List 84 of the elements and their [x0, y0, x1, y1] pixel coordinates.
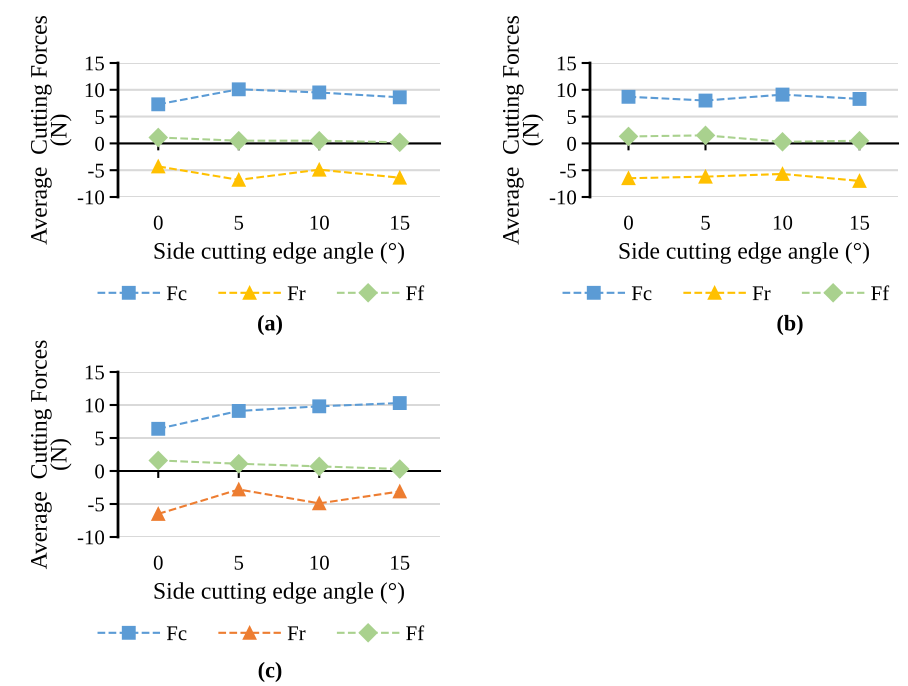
- y-tick-label: -10: [78, 530, 104, 544]
- x-axis-title: Side cutting edge angle (°): [620, 242, 869, 264]
- y-tick-label: 10: [558, 83, 576, 98]
- x-tick-label: 15: [391, 216, 410, 230]
- y-axis-title: Average Cutting Forces (N): [30, 340, 72, 570]
- point: [696, 126, 716, 145]
- legend-label: Fr: [752, 286, 770, 300]
- point: [151, 506, 166, 521]
- y-tick-label: 15: [558, 56, 576, 70]
- point: [390, 132, 410, 152]
- x-tick-label: 15: [391, 556, 410, 570]
- x-tick-label: 5: [234, 556, 244, 570]
- legend-label: Fr: [288, 626, 306, 640]
- x-tick-label: 5: [234, 216, 244, 230]
- point: [312, 496, 326, 510]
- point: [312, 399, 326, 414]
- point: [232, 82, 246, 96]
- point: [392, 484, 407, 498]
- point: [622, 90, 636, 104]
- point: [151, 97, 166, 112]
- point: [852, 174, 866, 188]
- x-tick-label: 0: [154, 216, 163, 230]
- legend-label: Ff: [406, 285, 424, 300]
- point: [232, 172, 246, 187]
- point: [392, 396, 407, 410]
- point: [390, 459, 410, 479]
- point: [852, 92, 866, 106]
- y-tick-label: 15: [86, 365, 104, 380]
- x-axis-title: Side cutting edge angle (°): [154, 242, 404, 264]
- point: [622, 171, 636, 186]
- x-tick-label: 0: [154, 556, 163, 570]
- point: [151, 160, 166, 174]
- y-tick-label: 0: [95, 136, 104, 151]
- legend-label: Fc: [632, 286, 652, 300]
- point: [232, 482, 246, 496]
- x-tick-label: 5: [702, 216, 710, 230]
- point: [151, 422, 166, 436]
- legend-label: Fc: [166, 286, 186, 300]
- point: [148, 128, 168, 148]
- point: [698, 94, 712, 108]
- point: [618, 126, 638, 146]
- point: [392, 170, 407, 185]
- point: [312, 86, 326, 100]
- text: (c): [258, 662, 282, 682]
- legend-label: Fc: [166, 626, 186, 640]
- point: [310, 456, 329, 476]
- y-tick-label: 0: [95, 464, 104, 478]
- text: (a): [258, 314, 282, 336]
- point: [229, 454, 248, 474]
- legend-label: Fr: [288, 286, 306, 300]
- y-tick-label: 5: [568, 110, 576, 124]
- point: [392, 90, 407, 104]
- legend-label: Ff: [406, 625, 424, 640]
- x-tick-label: 10: [310, 556, 329, 570]
- y-tick-label: 5: [96, 432, 104, 446]
- point: [776, 167, 790, 181]
- point: [772, 132, 792, 152]
- point: [229, 131, 248, 150]
- y-tick-label: 0: [567, 136, 576, 151]
- y-tick-label: -5: [88, 164, 104, 178]
- y-axis-title: Average Cutting Forces (N): [502, 16, 544, 245]
- y-tick-label: -10: [550, 190, 576, 204]
- point: [232, 404, 246, 418]
- x-tick-label: 15: [850, 216, 870, 230]
- x-tick-label: 0: [624, 216, 633, 230]
- y-tick-label: -5: [88, 498, 104, 512]
- x-tick-label: 10: [774, 216, 792, 230]
- legend-label: Ff: [871, 285, 890, 300]
- point: [698, 170, 712, 184]
- y-tick-label: 15: [86, 56, 104, 70]
- point: [312, 162, 326, 177]
- point: [310, 131, 329, 150]
- y-tick-label: 10: [86, 83, 104, 98]
- point: [148, 450, 168, 470]
- text: (b): [777, 314, 803, 336]
- x-axis-title: Side cutting edge angle (°): [154, 582, 404, 604]
- y-tick-label: 5: [96, 110, 104, 124]
- point: [776, 88, 790, 102]
- point: [850, 131, 870, 150]
- y-tick-label: -10: [78, 190, 104, 204]
- y-tick-label: -5: [560, 164, 576, 178]
- y-tick-label: 10: [86, 398, 104, 412]
- y-axis-title: Average Cutting Forces (N): [30, 16, 72, 245]
- x-tick-label: 10: [310, 216, 329, 230]
